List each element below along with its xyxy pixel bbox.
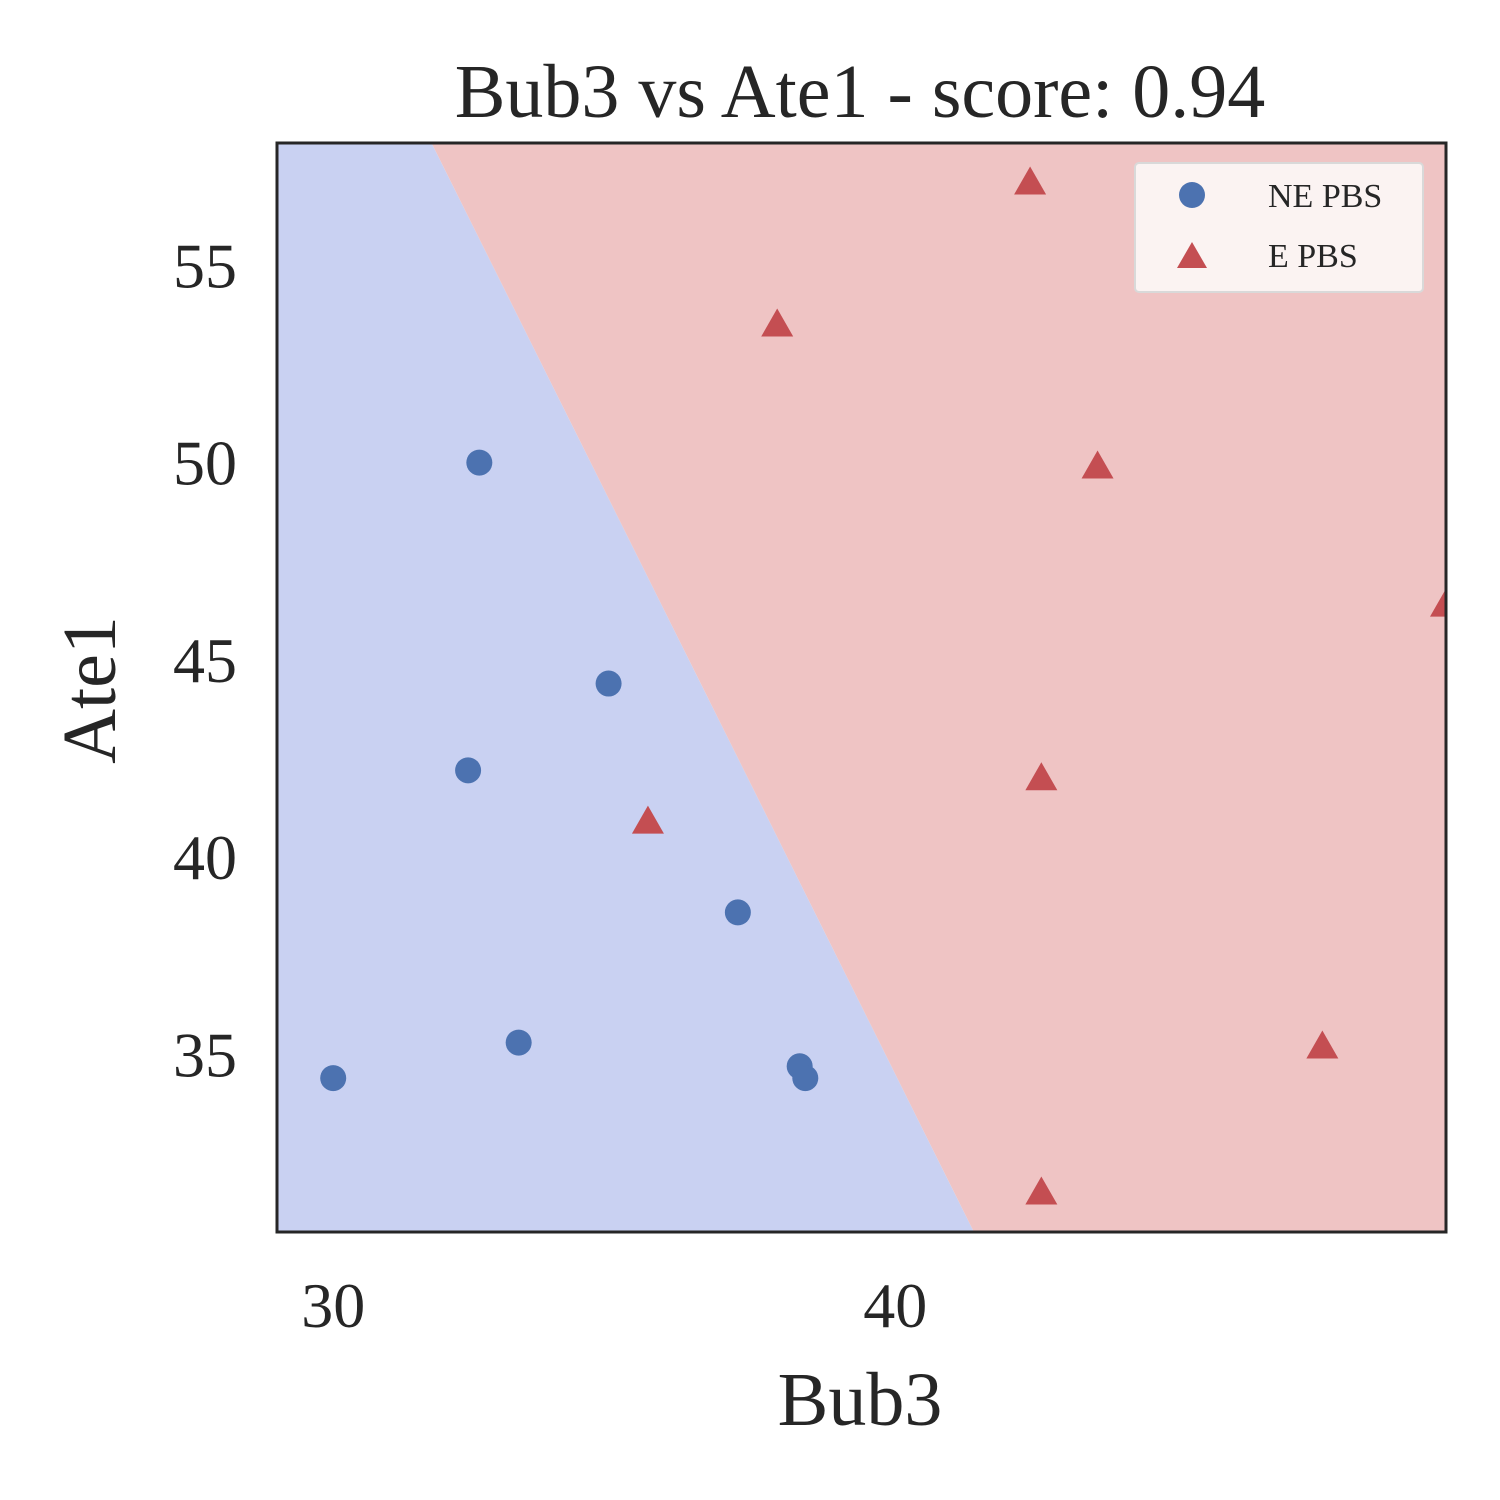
legend-marker-e-pbs bbox=[1177, 242, 1207, 268]
point-ne-pbs bbox=[595, 670, 622, 697]
legend-marker-ne-pbs bbox=[1179, 182, 1205, 208]
y-axis-label: Ate1 bbox=[48, 616, 132, 764]
point-ne-pbs bbox=[505, 1029, 532, 1056]
legend-label-e-pbs: E PBS bbox=[1268, 238, 1358, 275]
y-tick-label: 45 bbox=[173, 625, 237, 696]
region-e-pbs bbox=[431, 143, 1446, 1232]
y-tick-label: 35 bbox=[173, 1019, 237, 1090]
y-tick-label: 50 bbox=[173, 428, 237, 499]
plot-area: 30 40 35 40 45 50 55 bbox=[173, 141, 1448, 1341]
point-e-pbs bbox=[1014, 166, 1047, 195]
point-e-pbs bbox=[1025, 762, 1058, 791]
y-tick-label: 55 bbox=[173, 230, 237, 301]
point-ne-pbs bbox=[792, 1065, 819, 1092]
point-ne-pbs bbox=[466, 449, 493, 476]
plot-frame bbox=[275, 141, 1448, 1234]
point-e-pbs bbox=[1306, 1030, 1339, 1059]
legend: NE PBS E PBS bbox=[1134, 162, 1424, 293]
point-e-pbs bbox=[761, 308, 794, 337]
legend-label-ne-pbs: NE PBS bbox=[1268, 178, 1382, 215]
point-ne-pbs bbox=[455, 757, 482, 784]
point-ne-pbs bbox=[320, 1065, 347, 1092]
point-e-pbs bbox=[1430, 588, 1446, 617]
point-e-pbs bbox=[631, 805, 664, 834]
region-ne-pbs bbox=[277, 143, 974, 1232]
x-tick-label: 40 bbox=[863, 1270, 927, 1341]
y-tick-label: 40 bbox=[173, 822, 237, 893]
chart-title: Bub3 vs Ate1 - score: 0.94 bbox=[455, 50, 1266, 134]
point-e-pbs bbox=[1081, 450, 1114, 479]
point-ne-pbs bbox=[724, 899, 751, 926]
x-tick-label: 30 bbox=[301, 1270, 365, 1341]
x-axis-label: Bub3 bbox=[778, 1358, 943, 1442]
point-e-pbs bbox=[1025, 1176, 1058, 1205]
legend-box bbox=[1134, 162, 1424, 293]
